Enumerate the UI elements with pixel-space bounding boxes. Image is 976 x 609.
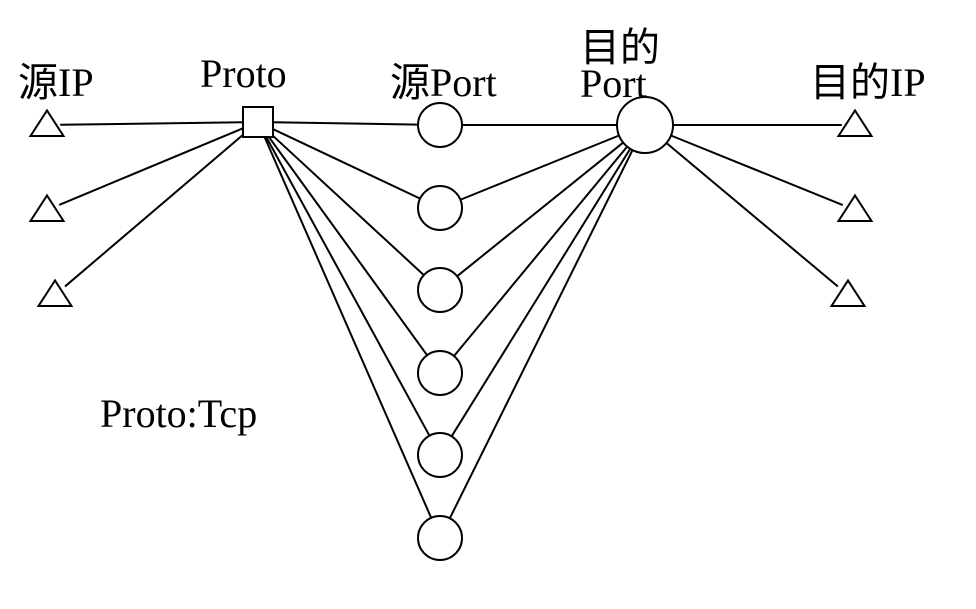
node-dst_ip_2 (839, 195, 872, 221)
node-src_port_1 (418, 103, 462, 147)
node-proto_node (243, 107, 273, 137)
edge (671, 136, 843, 206)
label-dest-ip: 目的IP (810, 50, 926, 108)
edge (666, 143, 837, 287)
node-src_port_4 (418, 351, 462, 395)
edge (450, 150, 633, 518)
edge (454, 147, 627, 356)
label-source-port: 源Port (390, 50, 497, 108)
edge (267, 134, 427, 355)
node-dst_ip_1 (839, 110, 872, 136)
edge (269, 132, 424, 275)
node-src_port_6 (418, 516, 462, 560)
node-src_port_5 (418, 433, 462, 477)
node-src_port_3 (418, 268, 462, 312)
edge (457, 143, 623, 277)
network-diagram: 源IP Proto 源Port 目的 Port 目的IP Proto:Tcp (0, 0, 976, 609)
edge (265, 135, 429, 436)
label-source-ip: 源IP (18, 50, 94, 108)
edge (273, 122, 418, 124)
node-src_ip_1 (31, 110, 64, 136)
edge (65, 132, 247, 287)
label-proto: Proto (200, 50, 287, 97)
edge (59, 128, 244, 205)
edge (60, 122, 243, 125)
edge (460, 136, 619, 200)
node-src_port_2 (418, 186, 462, 230)
label-proto-tcp: Proto:Tcp (100, 390, 257, 437)
label-dest-port-line2: Port (580, 60, 647, 107)
node-src_ip_2 (31, 195, 64, 221)
